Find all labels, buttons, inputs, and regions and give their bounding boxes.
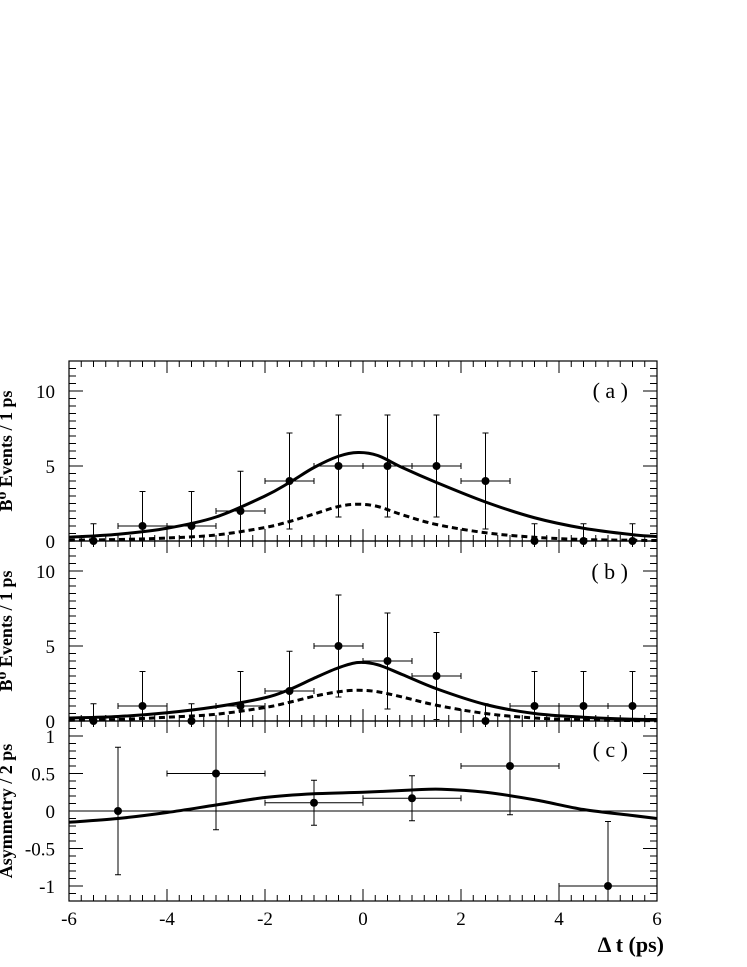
data-point (408, 794, 416, 803)
y-tick-label: 0 (46, 532, 56, 553)
data-point (432, 462, 441, 470)
data-point (285, 687, 294, 695)
panel-a: 0 5 10 ( a ) B⁰ Events / 1 ps (0, 360, 658, 553)
panel-c: -1 -0.5 0 0.5 1 ( c ) Asymmetry / 2 ps -6 -4 -2 0 2… (0, 720, 664, 957)
data-point (138, 522, 147, 530)
panel-label: ( b ) (591, 559, 628, 584)
data-point (383, 657, 392, 665)
y-tick-label: 5 (46, 637, 56, 658)
y-tick-label: -0.5 (25, 840, 55, 861)
x-tick-label: -6 (61, 909, 77, 930)
data-point (310, 798, 318, 807)
y-tick-label: 10 (36, 562, 55, 583)
plot-frame (68, 360, 658, 542)
y-axis-label: B⁰ Events / 1 ps (0, 391, 16, 512)
y-axis-label: B̄⁰ Events / 1 ps (0, 571, 16, 692)
panel-b: 0 5 10 ( b ) B̄⁰ Events / 1 ps (0, 540, 658, 733)
data-point (506, 762, 514, 770)
y-tick-label: 0 (46, 802, 56, 823)
data-point (530, 702, 539, 710)
solid-curve (68, 787, 658, 824)
data-point (334, 642, 343, 650)
panel-label: ( a ) (593, 378, 628, 403)
data-point (579, 702, 588, 710)
x-axis-label: Δ t (ps) (598, 932, 664, 957)
y-axis-label: Asymmetry / 2 ps (0, 744, 16, 878)
x-tick-label: 0 (358, 909, 368, 930)
y-tick-label: -1 (39, 877, 55, 898)
dashed-curve (68, 502, 658, 543)
data-point (628, 702, 637, 710)
x-tick-label: 2 (456, 909, 466, 930)
x-tick-label: 6 (652, 909, 662, 930)
data-point (236, 507, 245, 515)
y-tick-label: 0 (46, 712, 56, 733)
panel-label: ( c ) (593, 737, 628, 762)
y-tick-label: 5 (46, 457, 56, 478)
plot-frame (68, 540, 658, 722)
dashed-curve (68, 688, 658, 723)
solid-curve (68, 660, 658, 721)
solid-curve (68, 450, 658, 539)
x-tick-label: 4 (554, 909, 564, 930)
data-point (285, 477, 294, 485)
data-point (481, 477, 490, 485)
data-point (212, 769, 220, 778)
data-point (432, 672, 441, 680)
data-point (604, 882, 612, 890)
x-tick-label: -4 (159, 909, 175, 930)
x-tick-label: -2 (257, 909, 273, 930)
data-point (114, 807, 122, 815)
data-point (138, 702, 147, 710)
data-point (187, 522, 196, 530)
y-tick-label: 0.5 (31, 765, 55, 786)
y-tick-label: 1 (46, 727, 56, 748)
data-point (236, 702, 245, 710)
data-point (334, 462, 343, 470)
data-point (383, 462, 392, 470)
y-tick-label: 10 (36, 382, 55, 403)
